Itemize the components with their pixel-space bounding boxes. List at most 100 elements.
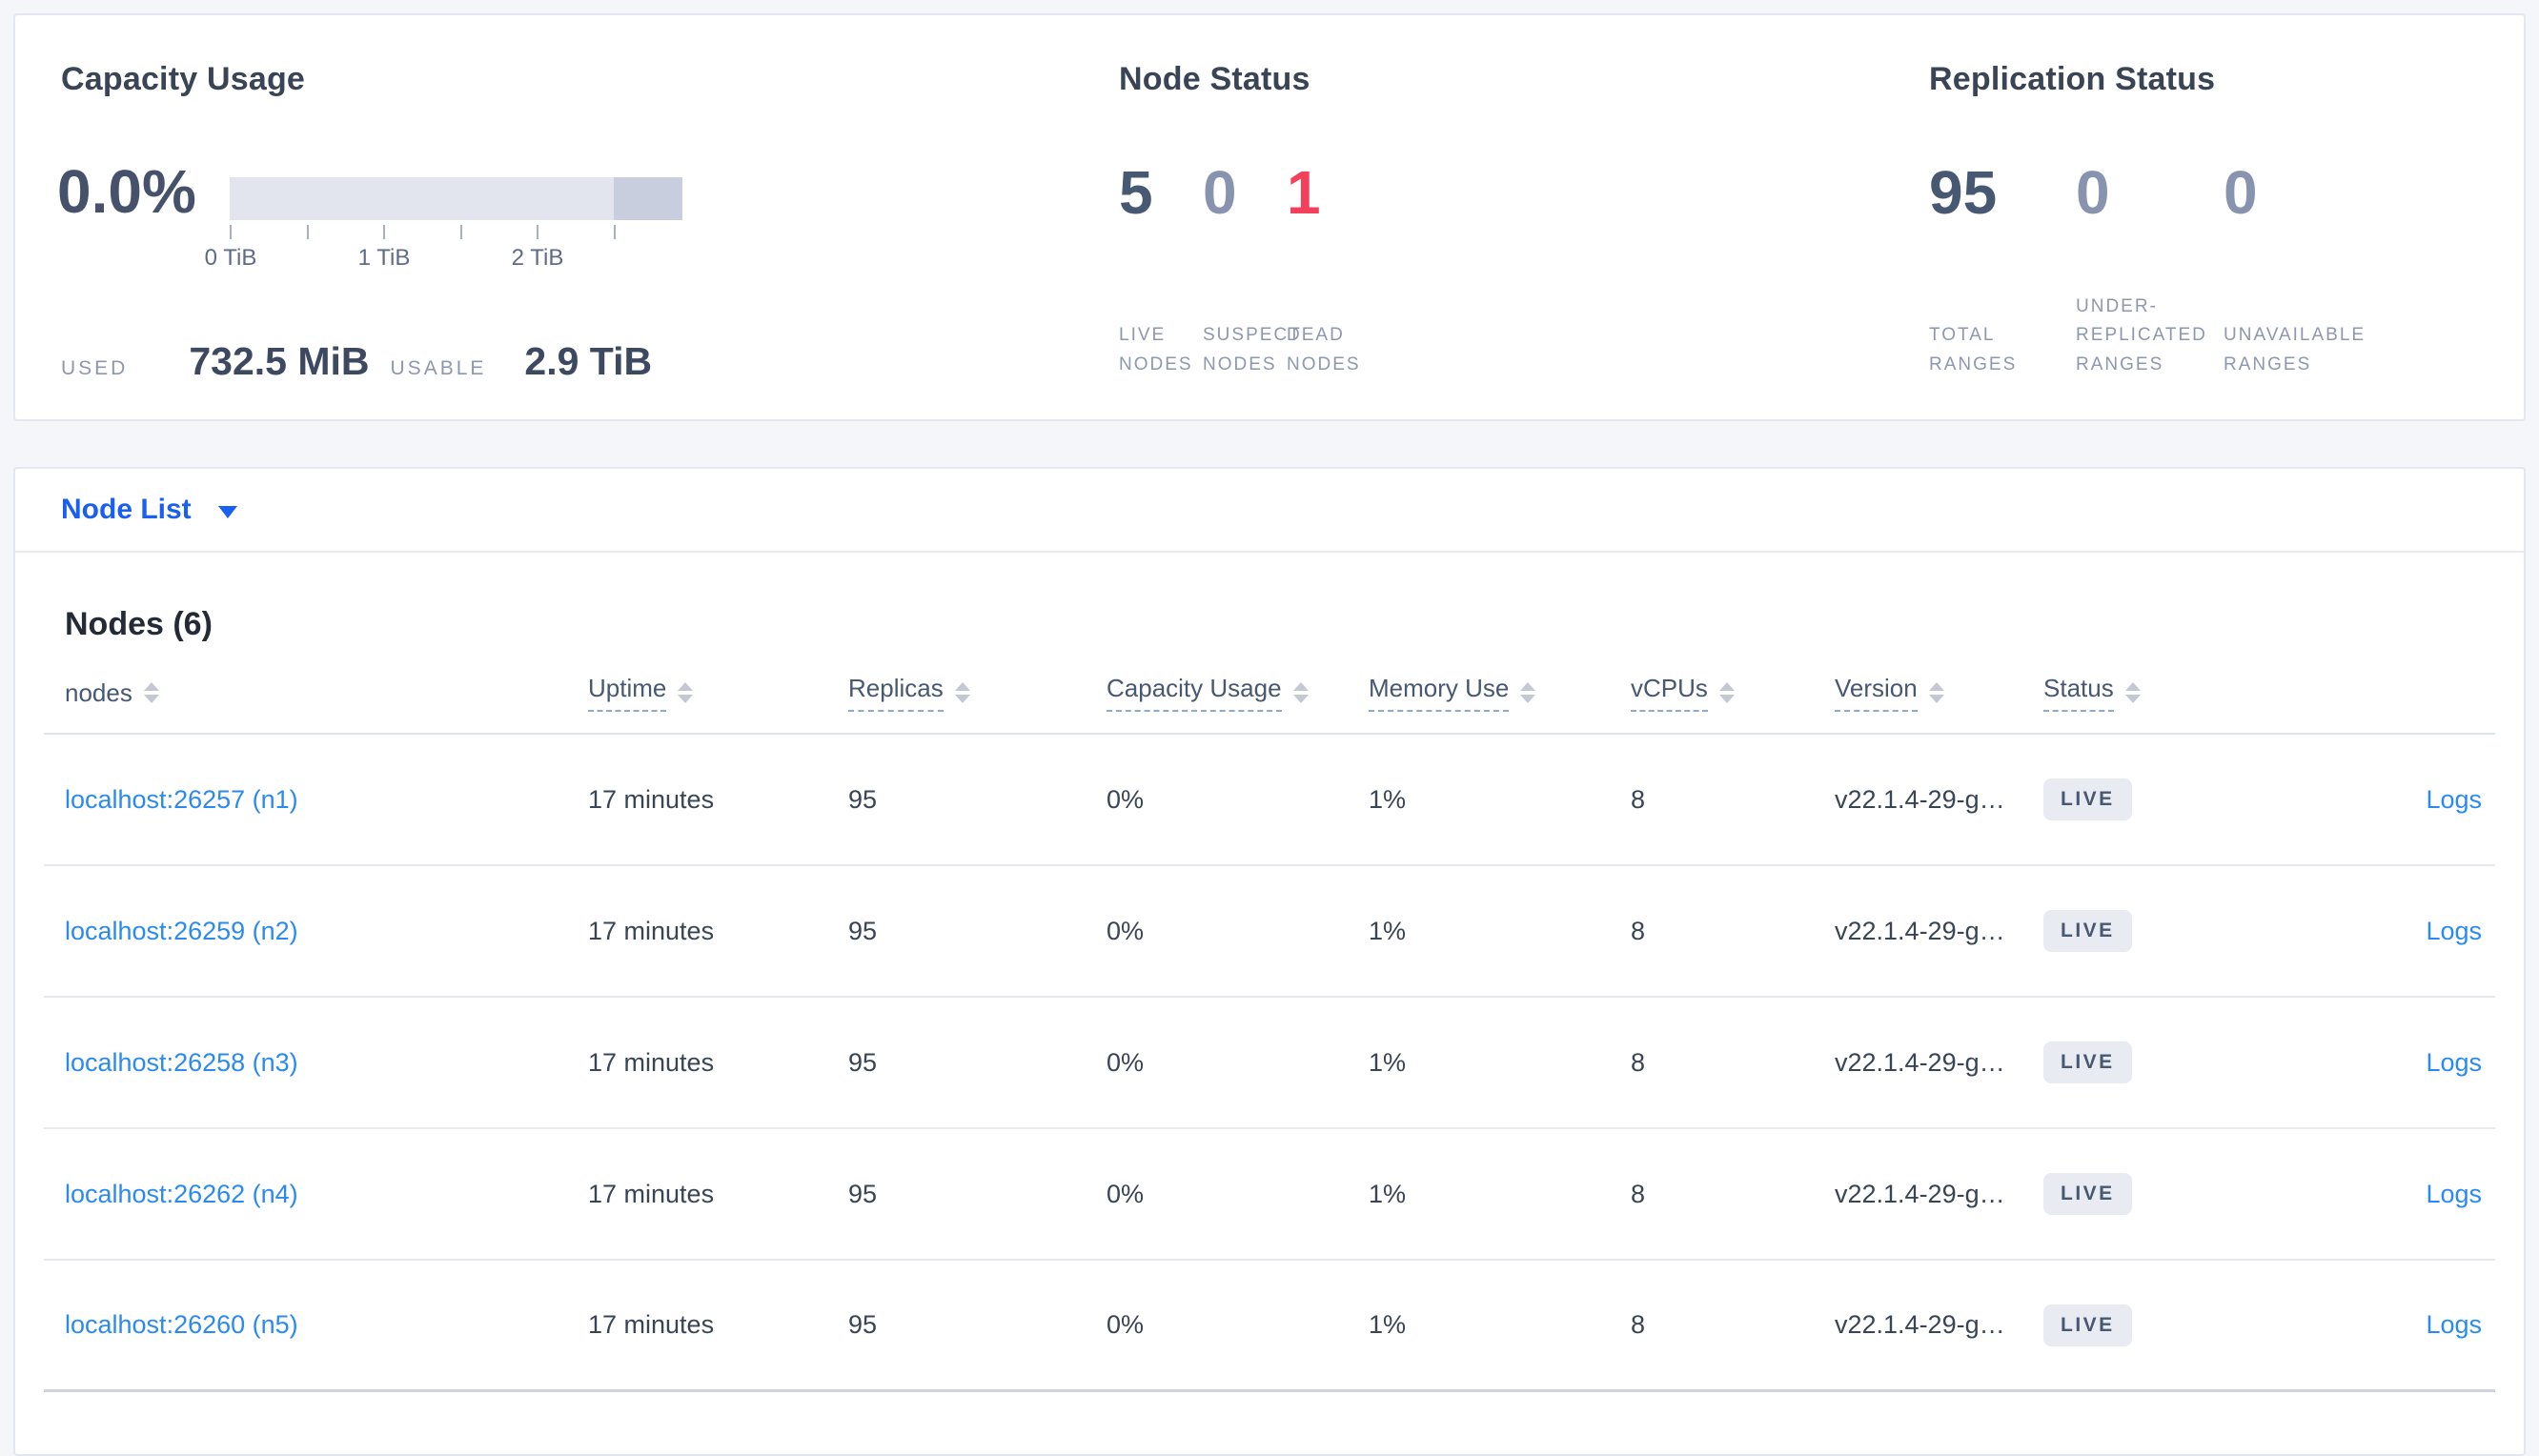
table-row: localhost:26262 (n4) 17 minutes 95 0% 1%… [44,1129,2495,1261]
column-header-memory-use-label: Memory Use [1369,674,1510,712]
replication-status-title: Replication Status [1929,61,2216,97]
live-nodes-count: 5 [1119,158,1153,227]
capacity-usage-cell: 0% [1107,916,1145,945]
replicas-cell: 95 [848,916,878,945]
vcpus-cell: 8 [1631,1047,1646,1077]
replicas-cell: 95 [848,1179,878,1208]
nodes-section-title: Nodes (6) [65,606,213,642]
table-row: localhost:26259 (n2) 17 minutes 95 0% 1%… [44,866,2495,998]
status-badge: LIVE [2043,779,2132,820]
column-header-status[interactable]: Status [2043,674,2306,712]
usable-label: USABLE [390,357,487,379]
capacity-usage-cell: 0% [1107,1310,1145,1339]
sort-icon [1928,682,1944,703]
view-selector-bar: Node List [15,469,2524,553]
node-list-dropdown-label: Node List [61,494,192,525]
capacity-usage-cell: 0% [1107,1047,1145,1077]
suspect-nodes-label: SUSPECT NODES [1203,325,1302,374]
under-replicated-ranges-stat: 0 UNDER- REPLICATED RANGES [2076,149,2205,419]
uptime-cell: 17 minutes [588,1179,715,1208]
column-header-capacity-usage-label: Capacity Usage [1107,674,1282,712]
dead-nodes-label: DEAD NODES [1287,325,1361,374]
logs-link[interactable]: Logs [2426,1047,2482,1077]
logs-link[interactable]: Logs [2426,1310,2482,1339]
total-ranges-stat: 95 TOTAL RANGES [1929,149,2015,419]
tick-mark [230,225,232,239]
capacity-usage-bar-used-segment [614,177,682,220]
tick-label-2tib: 2 TiB [511,245,564,271]
live-nodes-label: LIVE NODES [1119,325,1193,374]
unavailable-ranges-count: 0 [2224,158,2258,227]
capacity-usage-cell: 0% [1107,1179,1145,1208]
uptime-cell: 17 minutes [588,1310,715,1339]
unavailable-ranges-label: UNAVAILABLE RANGES [2224,325,2366,374]
unavailable-ranges-stat: 0 UNAVAILABLE RANGES [2224,149,2364,419]
usable-value: 2.9 TiB [524,339,653,383]
total-ranges-count: 95 [1929,158,1998,227]
suspect-nodes-stat: 0 SUSPECT NODES [1203,149,1300,419]
column-header-version[interactable]: Version [1835,674,2043,712]
nodes-table: nodes Uptime Replicas Capacity Usage Mem… [44,653,2495,1392]
sort-icon [954,682,970,703]
column-header-memory-use[interactable]: Memory Use [1369,674,1631,712]
capacity-usage-percent: 0.0% [57,157,196,226]
column-header-capacity-usage[interactable]: Capacity Usage [1107,674,1369,712]
tick-mark [383,225,385,239]
version-cell: v22.1.4-29-g… [1835,1047,2005,1077]
used-value: 732.5 MiB [189,339,370,383]
logs-link[interactable]: Logs [2426,784,2482,814]
memory-use-cell: 1% [1369,1047,1407,1077]
sort-icon [678,682,694,703]
node-link[interactable]: localhost:26257 (n1) [65,784,298,814]
column-header-vcpus[interactable]: vCPUs [1631,674,1835,712]
tick-mark [460,225,462,239]
version-cell: v22.1.4-29-g… [1835,1179,2005,1208]
status-badge: LIVE [2043,1173,2132,1215]
uptime-cell: 17 minutes [588,916,715,945]
vcpus-cell: 8 [1631,1310,1646,1339]
version-cell: v22.1.4-29-g… [1835,784,2005,814]
capacity-usage-bar [230,177,682,220]
dead-nodes-count: 1 [1287,158,1321,227]
uptime-cell: 17 minutes [588,784,715,814]
tick-label-0tib: 0 TiB [204,245,257,271]
under-replicated-ranges-count: 0 [2076,158,2110,227]
memory-use-cell: 1% [1369,916,1407,945]
node-link[interactable]: localhost:26262 (n4) [65,1179,298,1208]
live-nodes-stat: 5 LIVE NODES [1119,149,1191,419]
table-row: localhost:26258 (n3) 17 minutes 95 0% 1%… [44,998,2495,1129]
node-link[interactable]: localhost:26260 (n5) [65,1310,298,1339]
status-badge: LIVE [2043,1041,2132,1083]
column-header-version-label: Version [1835,674,1918,712]
sort-icon [1292,682,1309,703]
replicas-cell: 95 [848,784,878,814]
used-label: USED [61,357,129,379]
node-list-panel: Node List Nodes (6) nodes Uptime Replica… [13,467,2526,1456]
sort-icon [1718,682,1735,703]
vcpus-cell: 8 [1631,916,1646,945]
column-header-replicas[interactable]: Replicas [848,674,1107,712]
cluster-summary-panel: Capacity Usage 0.0% 0 TiB 1 TiB 2 TiB US… [13,13,2526,421]
node-link[interactable]: localhost:26258 (n3) [65,1047,298,1077]
column-header-status-label: Status [2043,674,2114,712]
version-cell: v22.1.4-29-g… [1835,1310,2005,1339]
chevron-down-icon [217,505,237,518]
column-header-vcpus-label: vCPUs [1631,674,1708,712]
replicas-cell: 95 [848,1310,878,1339]
under-replicated-ranges-label: UNDER- REPLICATED RANGES [2076,295,2207,374]
column-header-nodes[interactable]: nodes [65,678,588,708]
logs-link[interactable]: Logs [2426,916,2482,945]
sort-icon [2124,682,2141,703]
vcpus-cell: 8 [1631,1179,1646,1208]
column-header-uptime[interactable]: Uptime [588,674,848,712]
logs-link[interactable]: Logs [2426,1179,2482,1208]
memory-use-cell: 1% [1369,1179,1407,1208]
tick-mark [307,225,309,239]
node-list-dropdown[interactable]: Node List [61,494,237,526]
tick-mark [614,225,616,239]
table-row: localhost:26257 (n1) 17 minutes 95 0% 1%… [44,735,2495,866]
node-link[interactable]: localhost:26259 (n2) [65,916,298,945]
version-cell: v22.1.4-29-g… [1835,916,2005,945]
column-header-replicas-label: Replicas [848,674,944,712]
dead-nodes-stat: 1 DEAD NODES [1287,149,1359,419]
